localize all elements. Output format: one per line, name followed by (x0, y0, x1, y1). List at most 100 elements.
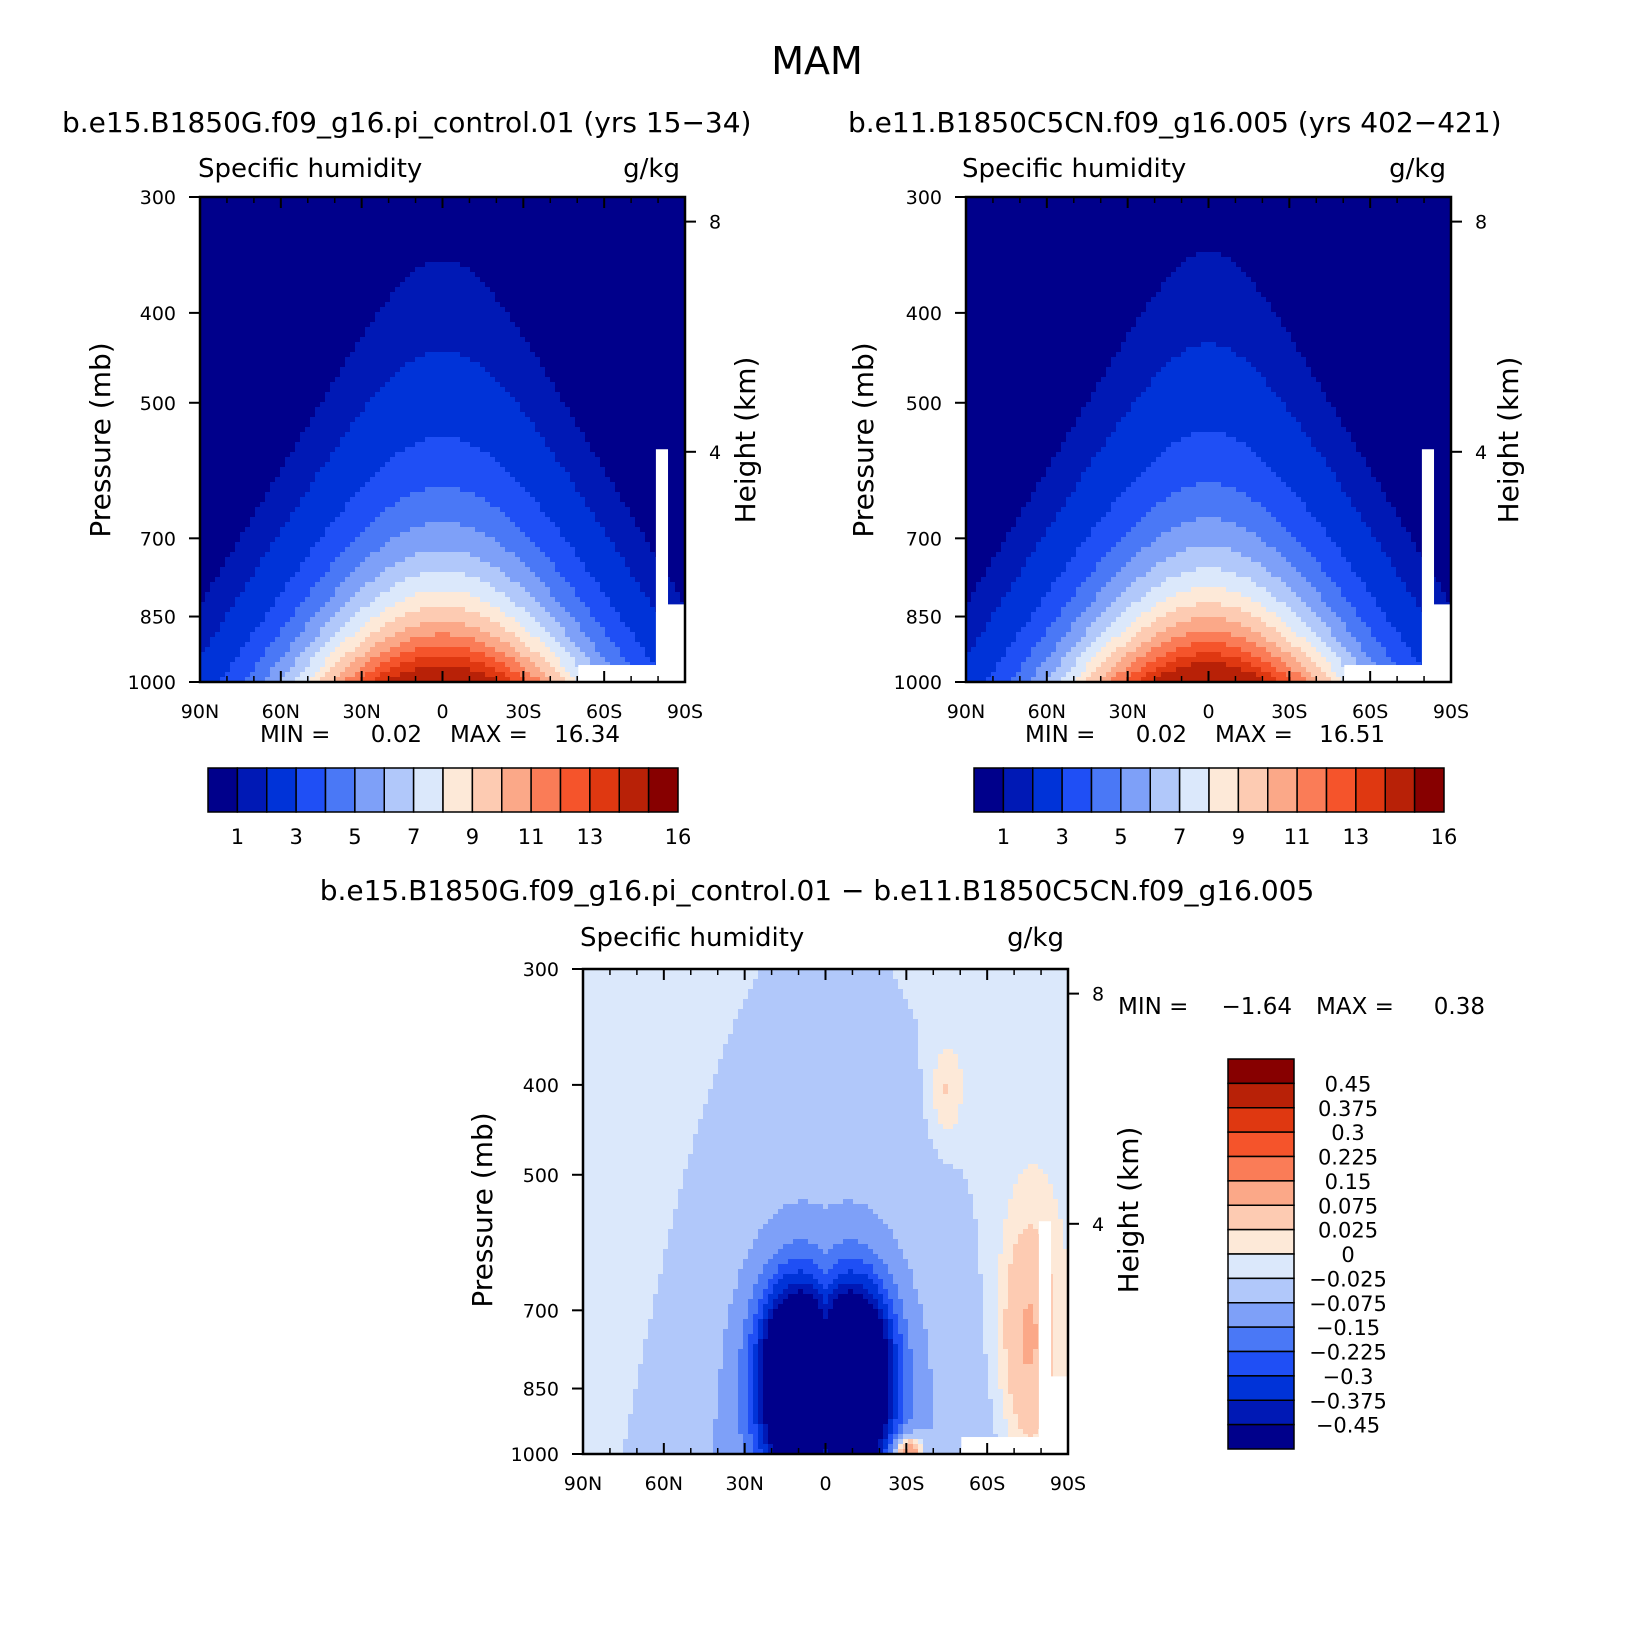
panel-diff-colorbar-label: 0.075 (1318, 1194, 1378, 1218)
panel-a-colorbar-label: 1 (231, 825, 244, 849)
panel-diff-y-tick-label: 850 (523, 1379, 559, 1401)
panel-a-y-right-axis: 84 (685, 212, 721, 464)
panel-diff-colorbar-box (1228, 1254, 1294, 1278)
panel-b-colorbar-box (1268, 768, 1297, 812)
panel-b-ylabel: Pressure (mb) (847, 342, 880, 537)
panel-a-colorbar-box (502, 768, 531, 812)
panel-a-y-right-tick-label: 8 (709, 212, 721, 234)
panel-a-colorbar-box (384, 768, 413, 812)
panel-b-colorbar-label: 3 (1055, 825, 1068, 849)
panel-b-x-tick-label: 90N (947, 701, 985, 723)
panel-diff-colorbar-label: −0.45 (1316, 1414, 1380, 1438)
panel-a-x-tick-label: 60N (262, 701, 300, 723)
panel-a-ylabel-right: Height (km) (729, 357, 762, 524)
panel-diff-colorbar-box (1228, 1425, 1294, 1449)
panel-b-colorbar-box (1356, 768, 1385, 812)
panel-diff-field (583, 969, 1069, 1455)
panel-b-y-right-tick-label: 8 (1475, 212, 1487, 234)
panel-a-colorbar-label: 5 (348, 825, 361, 849)
panel-diff-colorbar-box (1228, 1303, 1294, 1327)
panel-a-colorbar-box (590, 768, 619, 812)
panel-b-max: 16.51 (1319, 722, 1385, 748)
panel-diff-colorbar-box (1228, 1059, 1294, 1083)
panel-a-min-label: MIN = (260, 722, 330, 748)
panel-diff-colorbar-box (1228, 1352, 1294, 1376)
panel-a-colorbar-label: 9 (466, 825, 479, 849)
panel-a-colorbar-box (355, 768, 384, 812)
panel-a-colorbar: 1 3 5 7 9 11 13 16 (208, 768, 691, 849)
panel-diff-max-label: MAX = (1316, 994, 1394, 1020)
panel-b-y-tick-label: 1000 (894, 672, 942, 694)
panel-diff-y-right-tick-label: 4 (1092, 1214, 1104, 1236)
panel-diff-max: 0.38 (1434, 994, 1485, 1020)
panel-a-colorbar-box (531, 768, 560, 812)
panel-diff-y-right-tick-label: 8 (1092, 984, 1104, 1006)
panel-a-colorbar-label: 16 (665, 825, 692, 849)
panel-b-y-right-axis: 84 (1451, 212, 1487, 464)
panel-a-colorbar-box (443, 768, 472, 812)
panel-b-colorbar-label: 9 (1232, 825, 1245, 849)
panel-b-field (966, 197, 1452, 683)
panel-diff-x-tick-label: 30N (725, 1473, 763, 1495)
panel-diff-colorbar-box (1228, 1181, 1294, 1205)
panel-diff-colorbar-label: 0.375 (1318, 1097, 1378, 1121)
panel-diff-colorbar-label: 0.15 (1325, 1170, 1372, 1194)
panel-a-colorbar-box (414, 768, 443, 812)
panel-b-x-tick-label: 90S (1433, 701, 1469, 723)
panel-a-colorbar-label: 3 (289, 825, 302, 849)
figure-title: MAM (771, 39, 863, 83)
panel-diff-x-tick-label: 30S (888, 1473, 924, 1495)
panel-b-colorbar-box (1415, 768, 1444, 812)
panel-b-y-tick-label: 500 (906, 393, 942, 415)
panel-b-variable: Specific humidity (962, 154, 1186, 184)
panel-a-x-tick-label: 90N (181, 701, 219, 723)
panel-diff-colorbar-label: 0.225 (1318, 1146, 1378, 1170)
panel-diff-colorbar-box (1228, 1278, 1294, 1302)
panel-b-x-tick-label: 60S (1352, 701, 1388, 723)
panel-b-colorbar-label: 5 (1114, 825, 1127, 849)
panel-diff-colorbar-box (1228, 1400, 1294, 1424)
panel-a-y-tick-label: 300 (140, 187, 176, 209)
panel-diff-colorbar-box (1228, 1327, 1294, 1351)
panel-diff-units: g/kg (1007, 923, 1064, 953)
panel-b-colorbar-box (1121, 768, 1150, 812)
panel-b-title: b.e11.B1850C5CN.f09_g16.005 (yrs 402−421… (848, 106, 1502, 139)
panel-diff-colorbar-label: 0.025 (1318, 1219, 1378, 1243)
panel-a-colorbar-box (208, 768, 237, 812)
panel-diff-x-tick-label: 90N (564, 1473, 602, 1495)
panel-b-colorbar-box (1062, 768, 1091, 812)
panel-a-ylabel: Pressure (mb) (84, 342, 117, 537)
panel-diff-x-tick-label: 60N (645, 1473, 683, 1495)
panel-a-colorbar-box (237, 768, 266, 812)
panel-diff-colorbar-label: 0.3 (1331, 1121, 1364, 1145)
panel-b-colorbar-label: 11 (1284, 825, 1311, 849)
panel-a-y-tick-label: 500 (140, 393, 176, 415)
panel-b-x-tick-label: 30S (1271, 701, 1307, 723)
panel-diff-colorbar-box (1228, 1083, 1294, 1107)
panel-diff-colorbar-box (1228, 1230, 1294, 1254)
panel-b-colorbar-label: 13 (1343, 825, 1370, 849)
panel-diff-min: −1.64 (1222, 994, 1292, 1020)
panel-a-y-tick-label: 1000 (128, 672, 176, 694)
panel-diff-colorbar-box (1228, 1376, 1294, 1400)
panel-a-colorbar-box (296, 768, 325, 812)
panel-a-colorbar-box (267, 768, 296, 812)
panel-b-units: g/kg (1389, 154, 1446, 184)
panel-b-x-tick-label: 0 (1202, 701, 1214, 723)
panel-diff-colorbar-label: −0.025 (1309, 1267, 1387, 1291)
panel-b-y-right-tick-label: 4 (1475, 442, 1487, 464)
panel-a: b.e15.B1850G.f09_g16.pi_control.01 (yrs … (62, 106, 762, 849)
panel-a-x-tick-label: 30S (505, 701, 541, 723)
panel-a-y-tick-label: 400 (140, 303, 176, 325)
panel-a-x-tick-label: 0 (436, 701, 448, 723)
panel-diff-x-tick-label: 90S (1050, 1473, 1086, 1495)
panel-diff-colorbar-label: −0.075 (1309, 1292, 1387, 1316)
panel-a-min: 0.02 (371, 722, 422, 748)
panel-a-colorbar-box (326, 768, 355, 812)
panel-b-colorbar-box (1297, 768, 1326, 812)
panel-b-colorbar-box (1033, 768, 1062, 812)
panel-a-colorbar-label: 13 (577, 825, 604, 849)
panel-a-x-tick-label: 60S (586, 701, 622, 723)
